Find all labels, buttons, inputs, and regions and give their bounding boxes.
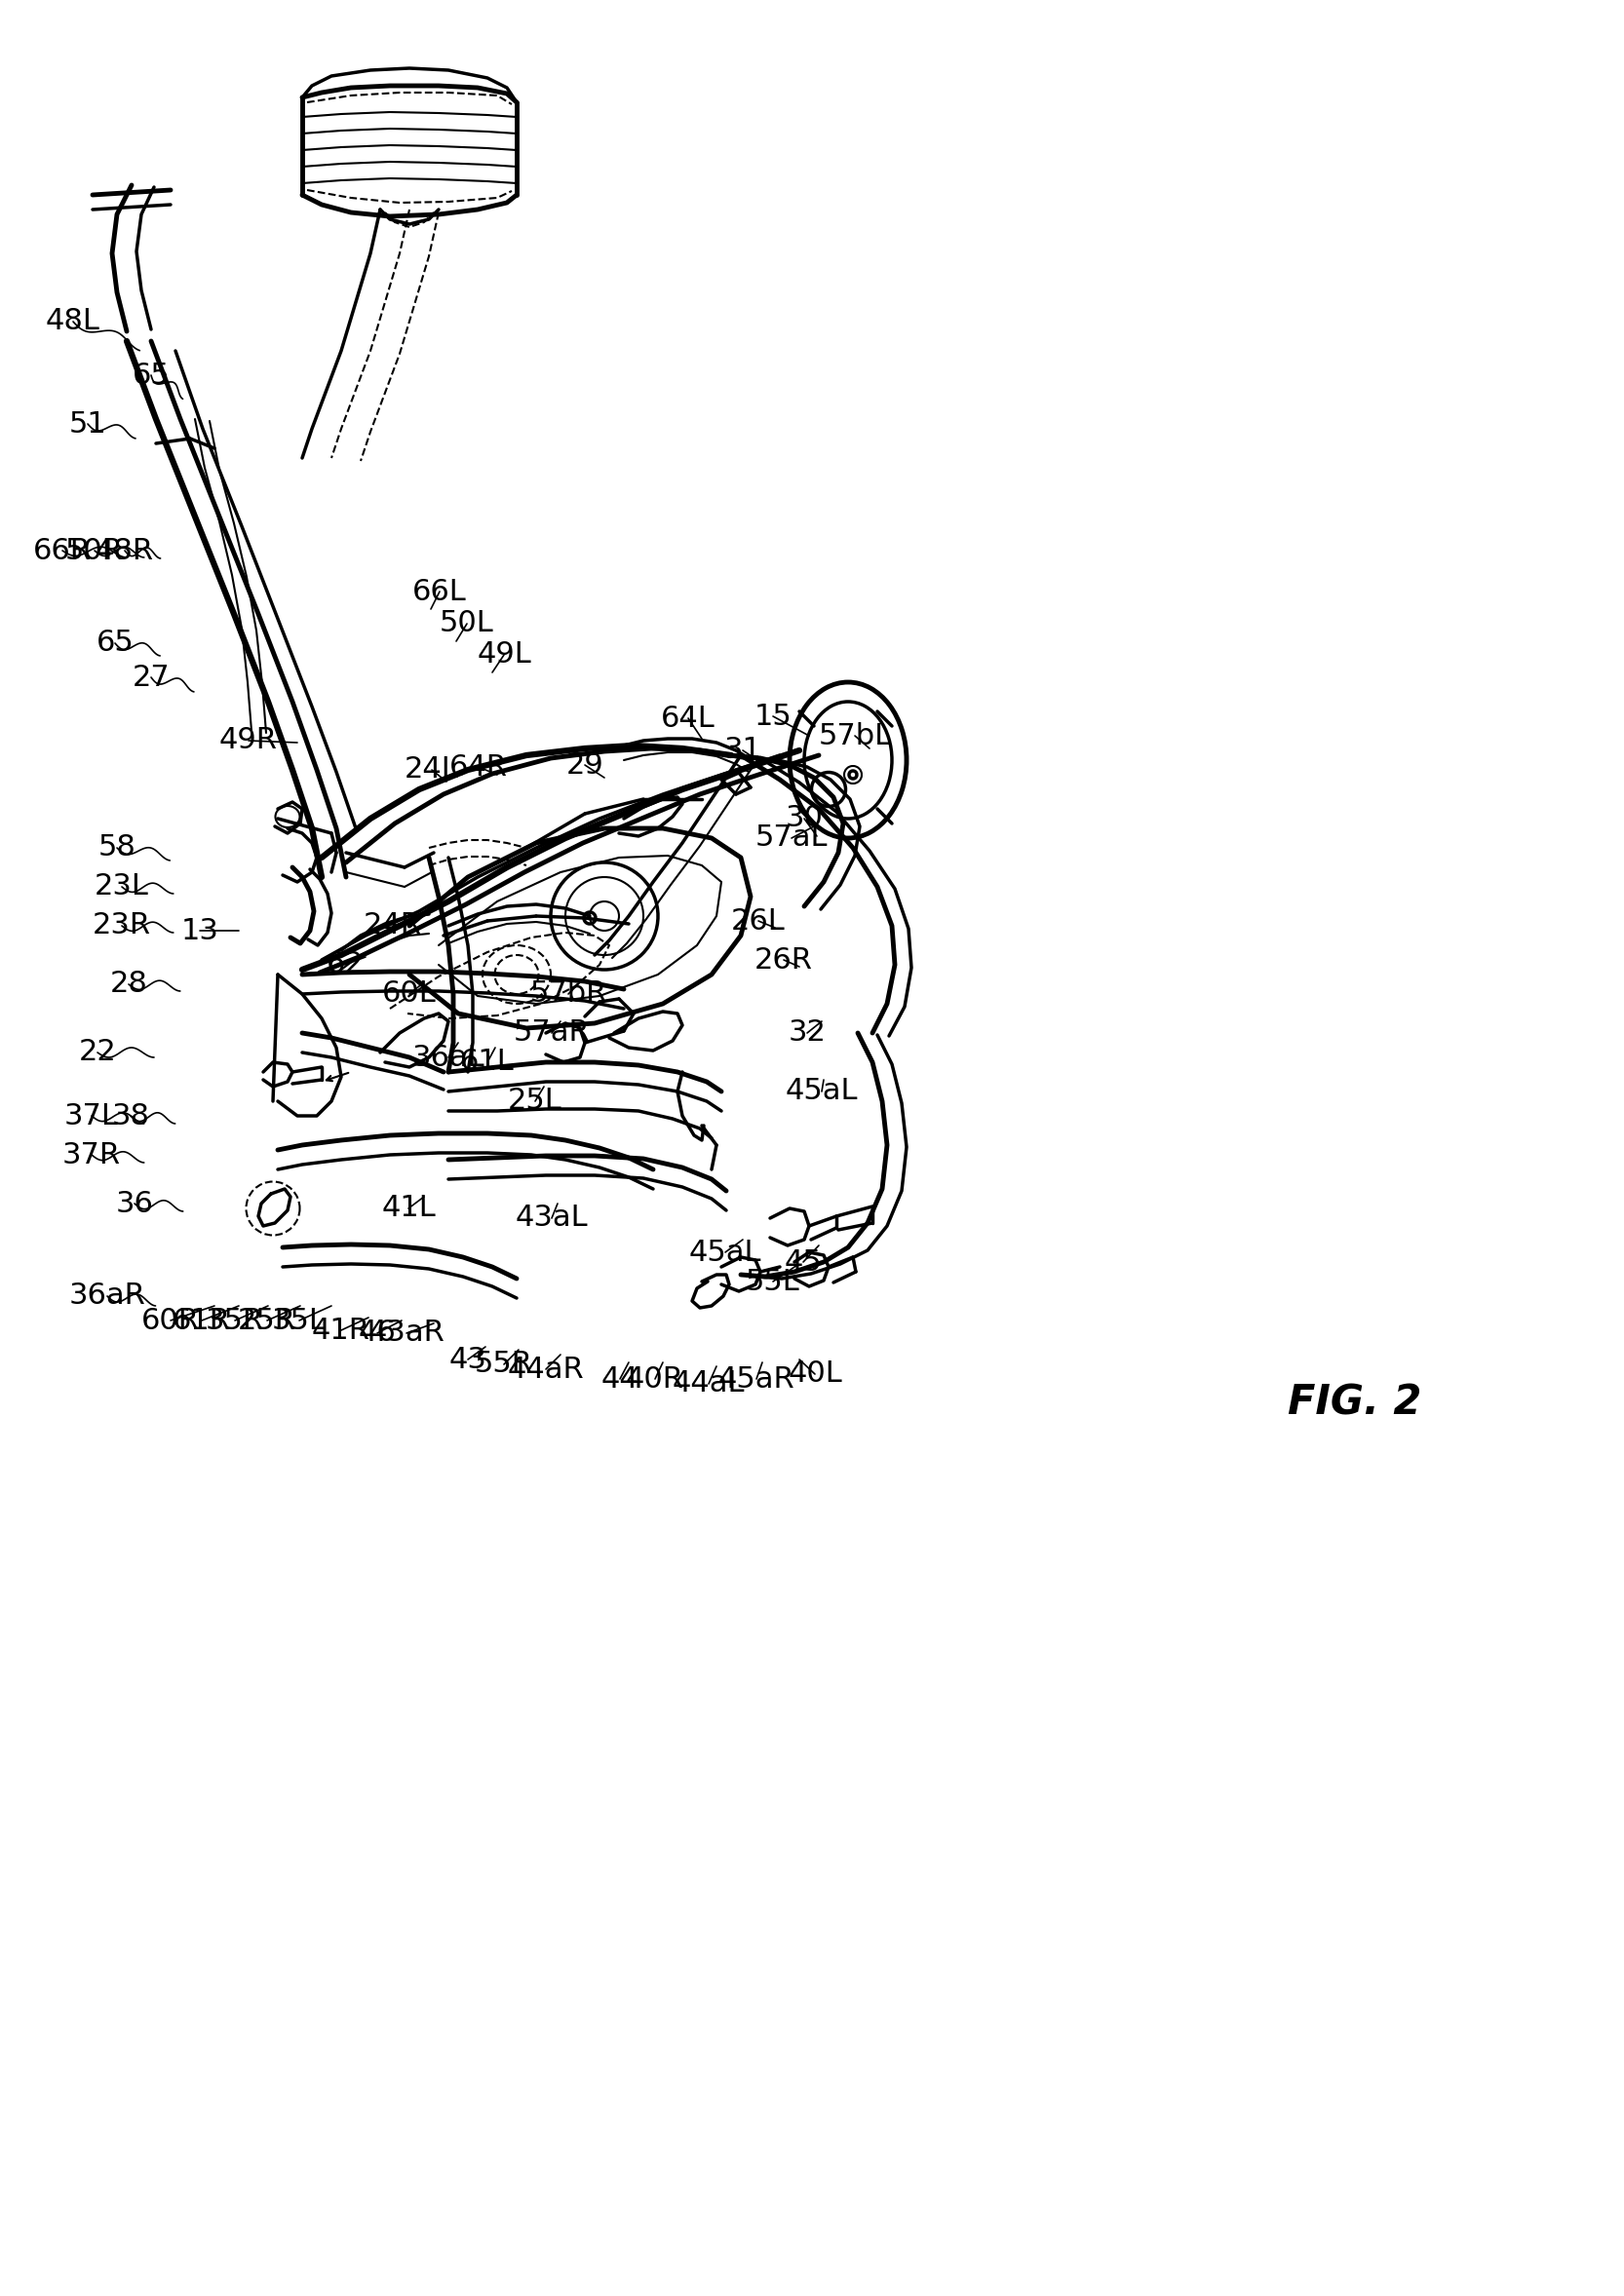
Text: 49L: 49L: [477, 641, 531, 668]
Text: 51: 51: [68, 409, 107, 439]
Text: 32: 32: [788, 1019, 827, 1047]
Text: 26R: 26R: [755, 946, 814, 974]
Text: 41R: 41R: [312, 1316, 370, 1345]
Text: 40L: 40L: [788, 1359, 843, 1389]
Text: 62: 62: [326, 951, 364, 978]
Text: 31: 31: [724, 737, 762, 765]
Text: 44: 44: [601, 1364, 638, 1394]
Text: 48L: 48L: [45, 308, 101, 335]
Text: 64R: 64R: [450, 753, 508, 781]
Text: 49R: 49R: [219, 726, 278, 755]
Text: 66R: 66R: [32, 537, 91, 565]
Text: 60R: 60R: [141, 1306, 200, 1334]
Text: 24R: 24R: [364, 912, 422, 939]
Text: 44aL: 44aL: [672, 1371, 745, 1398]
Text: 61L: 61L: [460, 1047, 515, 1077]
Text: 35L: 35L: [273, 1306, 326, 1334]
Text: 57bL: 57bL: [818, 721, 892, 751]
Text: 24L: 24L: [404, 755, 460, 783]
Text: 40R: 40R: [625, 1364, 684, 1394]
Text: 46: 46: [359, 1318, 396, 1348]
Text: 37R: 37R: [62, 1141, 120, 1169]
Text: 45: 45: [784, 1249, 822, 1277]
Text: 41L: 41L: [382, 1194, 435, 1221]
Text: 57aR: 57aR: [513, 1019, 590, 1047]
Text: 25R: 25R: [237, 1306, 296, 1334]
Text: 13: 13: [180, 916, 219, 946]
Text: 60L: 60L: [382, 980, 437, 1008]
Text: 50L: 50L: [440, 608, 494, 638]
Text: 55L: 55L: [745, 1267, 801, 1295]
Text: FIG. 2: FIG. 2: [1288, 1382, 1423, 1424]
Text: 57bR: 57bR: [529, 980, 607, 1008]
Text: 26L: 26L: [731, 907, 786, 934]
Text: 25L: 25L: [508, 1086, 562, 1116]
Text: 43aR: 43aR: [369, 1318, 445, 1348]
Text: 50R: 50R: [65, 537, 123, 565]
Text: 37L: 37L: [65, 1102, 119, 1130]
Text: 45aL: 45aL: [689, 1238, 762, 1267]
Text: 66L: 66L: [412, 576, 466, 606]
Text: 36aR: 36aR: [68, 1281, 146, 1311]
Text: 38: 38: [112, 1102, 149, 1130]
Text: 64L: 64L: [661, 705, 716, 732]
Text: 22: 22: [78, 1038, 117, 1068]
Text: 36: 36: [115, 1189, 154, 1217]
Text: 15: 15: [754, 703, 793, 730]
Text: 65: 65: [132, 360, 171, 390]
Text: 58: 58: [97, 833, 136, 861]
Text: 30: 30: [786, 804, 823, 833]
Text: 45aR: 45aR: [718, 1364, 794, 1394]
Text: 27: 27: [132, 664, 171, 691]
Text: 44aR: 44aR: [507, 1355, 585, 1384]
Text: 43aL: 43aL: [515, 1203, 588, 1233]
Text: 45aL: 45aL: [786, 1077, 857, 1107]
Text: 28: 28: [110, 971, 148, 999]
Text: 65: 65: [96, 629, 133, 657]
Text: 61R: 61R: [172, 1306, 231, 1334]
Text: 35R: 35R: [206, 1306, 265, 1334]
Text: 55R: 55R: [474, 1350, 533, 1378]
Text: 43: 43: [448, 1345, 487, 1373]
Text: 36aL: 36aL: [412, 1042, 486, 1072]
Text: 57aL: 57aL: [755, 824, 828, 852]
Text: 29: 29: [567, 751, 604, 778]
Text: 48R: 48R: [96, 537, 154, 565]
Text: 23R: 23R: [93, 912, 151, 939]
Text: 23L: 23L: [94, 872, 149, 900]
